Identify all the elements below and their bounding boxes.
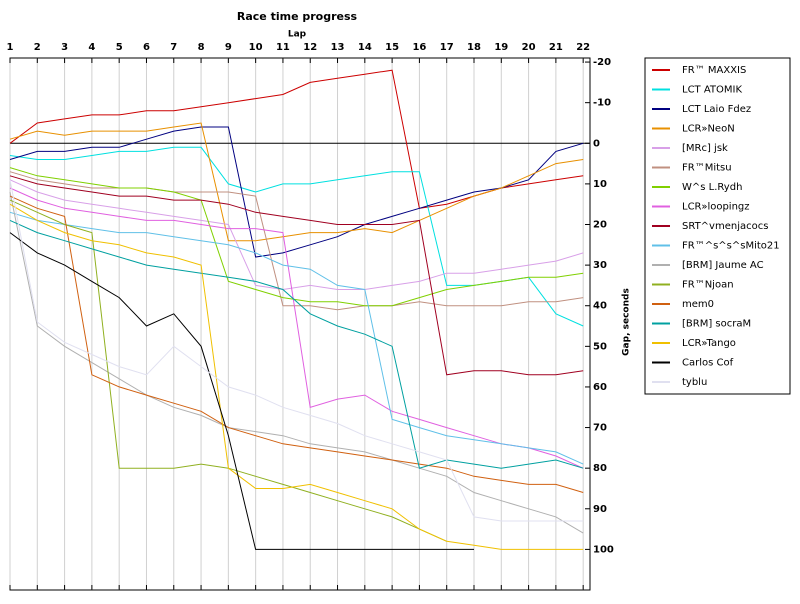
x-tick-label: 12 [303,42,317,53]
legend-label: [BRM] socraM [682,319,751,330]
legend-label: LCT ATOMIK [682,85,742,96]
legend-label: LCR»Tango [682,338,736,349]
legend-label: [MRc] jsk [682,143,728,154]
series-line [9,191,584,534]
series-line [9,219,584,469]
legend-label: [BRM] Jaume AC [682,260,764,271]
series-line [9,175,584,376]
series-line [9,203,584,550]
x-tick-label: 16 [412,42,426,53]
x-tick-label: 11 [276,42,290,53]
y-tick-label: 80 [593,463,607,474]
x-tick-label: 5 [116,42,123,53]
y-tick-label: -20 [593,57,611,68]
legend-label: FR™Njoan [682,280,734,291]
legend-label: LCR»loopingz [682,202,750,213]
y-tick-label: 30 [593,260,607,271]
x-tick-label: 4 [88,42,95,53]
x-tick-label: 19 [494,42,508,53]
legend-label: SRT^vmenjacocs [682,221,768,232]
series-line [9,122,584,242]
x-tick-label: 13 [331,42,345,53]
x-tick-label: 18 [467,42,481,53]
x-axis-label: Lap [288,30,307,40]
plot-frame [9,57,591,591]
legend-label: FR™^s^s^sMito21 [682,241,780,252]
series-line [9,179,584,291]
legend-label: FR™ MAXXIS [682,65,746,76]
x-tick-label: 22 [576,42,590,53]
legend-label: LCT Laio Fdez [682,104,751,115]
series-line [9,167,584,307]
x-tick-label: 7 [170,42,177,53]
legend-label: LCR»NeoN [682,124,735,135]
x-tick-label: 10 [249,42,263,53]
chart-title: Race time progress [237,10,358,23]
legend-label: Carlos Cof [682,358,734,369]
series-line [9,126,584,258]
legend-label: W^s L.Rydh [682,182,742,193]
series-line [9,187,584,469]
y-tick-label: 50 [593,341,607,352]
y-tick-label: 90 [593,504,607,515]
y-tick-label: 70 [593,423,607,434]
x-tick-label: 17 [440,42,454,53]
y-tick-label: 10 [593,179,607,190]
legend-label: tyblu [682,377,707,388]
x-tick-label: 20 [522,42,536,53]
y-tick-label: -10 [593,98,611,109]
series-line [9,179,584,522]
series-line [9,211,584,465]
x-tick-label: 1 [7,42,14,53]
x-tick-label: 9 [225,42,232,53]
y-axis-label: Gap, seconds [622,288,632,356]
y-tick-label: 40 [593,301,607,312]
x-tick-label: 3 [61,42,68,53]
y-tick-label: 100 [593,544,614,555]
legend-label: FR™Mitsu [682,163,732,174]
series-line [9,232,474,550]
x-tick-label: 8 [198,42,205,53]
x-tick-label: 21 [549,42,563,53]
y-tick-label: 60 [593,382,607,393]
x-tick-label: 14 [358,42,372,53]
series-line [9,195,584,493]
x-tick-label: 6 [143,42,150,53]
series-line [9,171,584,311]
legend-label: mem0 [682,299,714,310]
y-tick-label: 20 [593,220,607,231]
y-tick-label: 0 [593,138,600,149]
x-tick-label: 15 [385,42,399,53]
x-tick-label: 2 [34,42,41,53]
